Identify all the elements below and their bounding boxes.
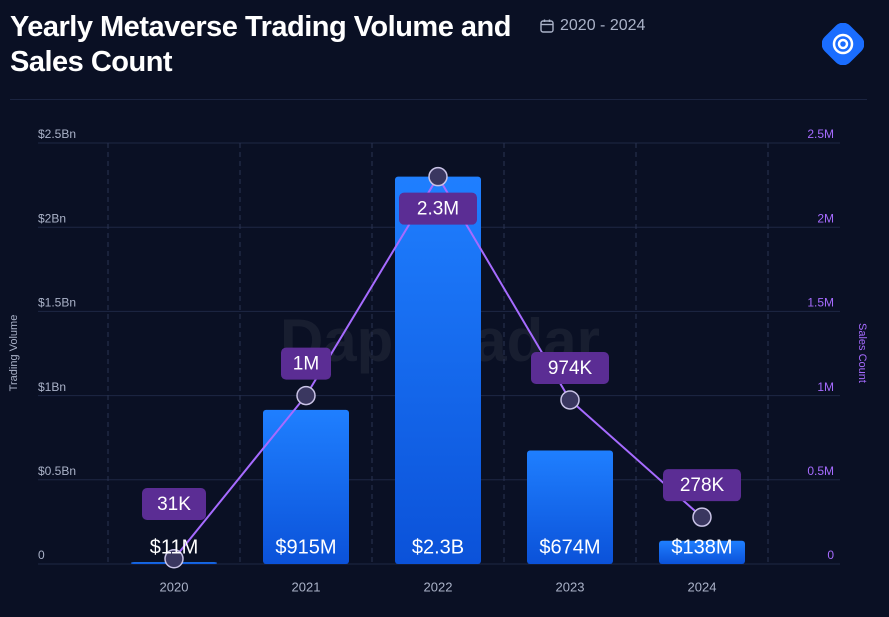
tick-label: 0 (38, 548, 45, 562)
bar-label: $674M (539, 536, 600, 558)
label-box (281, 347, 331, 380)
point (164, 549, 184, 569)
bar (395, 176, 481, 564)
x-tick-label: 2021 (292, 579, 321, 594)
point (692, 507, 712, 527)
bar-label: $2.3B (412, 536, 464, 558)
data-label: 31K (157, 494, 191, 515)
bar (527, 450, 613, 564)
bar-label: $138M (671, 536, 732, 558)
separator (10, 99, 867, 100)
calendar-icon (540, 19, 554, 33)
data-label: 278K (680, 475, 725, 496)
x-tick-label: 2023 (556, 579, 585, 594)
title: Yearly Metaverse Trading Volume and Sale… (10, 11, 511, 78)
bar (263, 409, 349, 564)
y-axis-label: Trading Volume (8, 315, 20, 392)
data-label: 2.3M (417, 199, 459, 220)
tick-label: 2.5M (807, 127, 834, 141)
date-text: 2020 - 2024 (560, 17, 646, 34)
date-range: 2020 - 2024 (540, 17, 645, 35)
x-tick-label: 2024 (688, 579, 717, 594)
label-box (399, 192, 477, 225)
label-box (142, 488, 206, 520)
bar-label: $915M (275, 536, 336, 558)
y2-axis-label: Sales Count (856, 323, 868, 383)
tick-label: 1M (817, 380, 834, 394)
point (296, 385, 316, 406)
data-label: 974K (548, 358, 593, 379)
bar-label: $11M (150, 536, 199, 558)
tick-label: $1.5Bn (38, 296, 76, 310)
tick-label: 0.5M (807, 464, 834, 478)
x-tick-label: 2022 (424, 579, 453, 594)
data-label: 1M (293, 354, 319, 375)
tick-label: $1Bn (38, 380, 66, 394)
point (428, 166, 448, 187)
bar (659, 540, 745, 564)
tick-label: $2Bn (38, 211, 66, 225)
tick-label: 1.5M (807, 296, 834, 310)
logo (822, 23, 864, 65)
x-tick-label: 2020 (160, 579, 189, 594)
label-box (663, 469, 741, 502)
tick-label: $2.5Bn (38, 127, 76, 141)
tick-label: $0.5Bn (38, 464, 76, 478)
point (560, 390, 580, 410)
label-box (531, 351, 609, 384)
tick-label: 2M (817, 211, 834, 225)
tick-label: 0 (827, 548, 834, 562)
